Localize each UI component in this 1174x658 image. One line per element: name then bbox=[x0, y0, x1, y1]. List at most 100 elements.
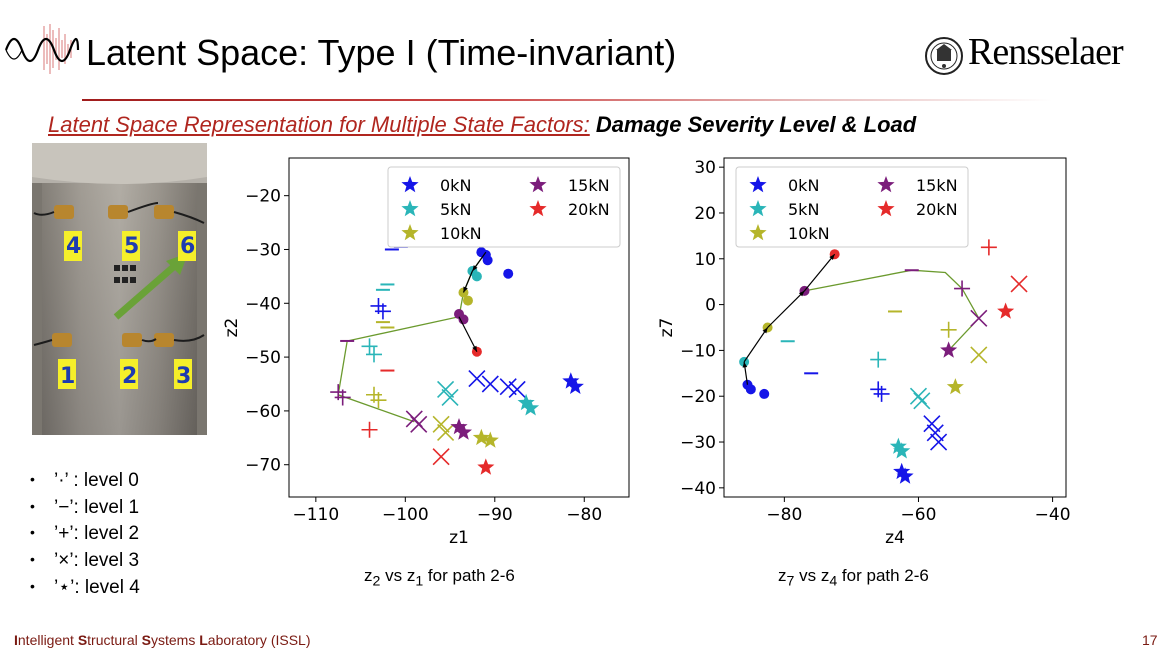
y-tick-label: −70 bbox=[245, 456, 281, 476]
data-point-15kn bbox=[940, 341, 958, 358]
data-point-10kn bbox=[462, 295, 473, 306]
x-axis-label: z4 bbox=[885, 528, 905, 548]
sensor-label-6: 6 bbox=[180, 234, 195, 259]
level-legend-item: • ’+’: level 2 bbox=[30, 523, 140, 544]
y-tick-label: 0 bbox=[705, 296, 716, 316]
data-point-20kn bbox=[997, 302, 1015, 319]
data-point-5kn bbox=[909, 387, 928, 405]
data-point-5kn bbox=[893, 442, 911, 459]
subtitle-lead: Latent Space Representation for Multiple… bbox=[48, 112, 590, 137]
data-point-5kn bbox=[913, 392, 931, 410]
institution-seal-icon bbox=[925, 37, 963, 75]
y-tick-label: −30 bbox=[245, 240, 281, 260]
chart-legend: 0kN 15kN 5kN 20kN 10kN bbox=[387, 166, 621, 248]
y-axis-label: z7 bbox=[657, 318, 677, 338]
scatter-plot-z7-vs-z4: −80 −60 −40 30 20 10 0 −10 −20 −30 −40 z4 z7 0kN 15kN 5… bbox=[657, 157, 1071, 548]
institution-logo: Rensselaer bbox=[968, 31, 1124, 73]
title-divider bbox=[82, 99, 1052, 101]
scatter-plot-z2-vs-z1: −110 −100 −90 −80 −20 −30 −40 −50 −60 −70 z1 z2 0kN 1… bbox=[222, 157, 630, 548]
data-point-15kn bbox=[458, 314, 469, 325]
caption-left: z2 vs z1 for path 2-6 bbox=[364, 566, 515, 590]
legend-star-icon bbox=[877, 176, 895, 193]
legend-label: 0kN bbox=[440, 176, 471, 195]
data-point-0kn bbox=[566, 377, 584, 394]
level-legend-item: • ’×’: level 3 bbox=[30, 549, 140, 571]
trajectory-arrow bbox=[458, 316, 478, 352]
legend-star-icon bbox=[749, 176, 767, 193]
y-tick-label: −10 bbox=[680, 341, 716, 361]
slide-title: Latent Space: Type I (Time-invariant) bbox=[86, 32, 677, 73]
page-number: 17 bbox=[1142, 632, 1158, 648]
data-point-20kn bbox=[477, 458, 495, 475]
legend-star-icon bbox=[529, 176, 547, 193]
data-point-0kn bbox=[745, 384, 756, 395]
data-point-20kn bbox=[361, 421, 378, 438]
data-point-0kn bbox=[508, 380, 526, 398]
data-point-0kn bbox=[923, 415, 941, 433]
y-tick-label: 10 bbox=[694, 250, 716, 270]
arrow-head bbox=[463, 286, 468, 293]
arrow-head bbox=[742, 361, 748, 368]
data-point-0kn bbox=[870, 381, 887, 398]
y-tick-label: −40 bbox=[680, 479, 716, 499]
data-point-0kn bbox=[896, 467, 914, 484]
data-point-5kn bbox=[471, 271, 482, 282]
level-legend-item: • ’·’ : level 0 bbox=[30, 470, 139, 491]
data-point-10kn bbox=[940, 321, 957, 338]
legend-star-icon bbox=[749, 200, 767, 217]
data-point-5kn bbox=[517, 393, 535, 411]
data-point-10kn bbox=[946, 378, 964, 395]
data-point-0kn bbox=[562, 372, 580, 389]
sensor-label-5: 5 bbox=[124, 234, 139, 259]
legend-star-icon bbox=[877, 200, 895, 217]
caption-right: z7 vs z4 for path 2-6 bbox=[778, 566, 929, 590]
trajectory-path bbox=[337, 251, 487, 423]
x-tick-label: −110 bbox=[292, 505, 339, 525]
data-point-5kn bbox=[437, 380, 455, 398]
data-point-0kn bbox=[759, 388, 770, 399]
y-axis-label: z2 bbox=[222, 318, 242, 338]
chart-legend: 0kN 15kN 5kN 20kN 10kN bbox=[735, 166, 969, 248]
y-tick-label: −40 bbox=[245, 294, 281, 314]
data-point-10kn bbox=[437, 423, 455, 441]
data-point-0kn bbox=[481, 375, 499, 393]
arrow-head bbox=[829, 254, 835, 260]
trajectory-arrow bbox=[804, 253, 836, 292]
legend-star-icon bbox=[401, 200, 419, 217]
legend-label: 20kN bbox=[916, 200, 958, 219]
arrow-head bbox=[798, 290, 805, 297]
data-point-5kn bbox=[441, 388, 459, 407]
y-tick-label: −50 bbox=[245, 348, 281, 368]
plot-frame bbox=[288, 157, 630, 498]
slide-subtitle: Latent Space Representation for Multiple… bbox=[48, 112, 916, 138]
data-point-10kn bbox=[970, 346, 988, 364]
x-tick-label: −80 bbox=[766, 505, 802, 525]
legend-label: 0kN bbox=[788, 176, 819, 195]
data-point-0kn bbox=[503, 268, 514, 279]
x-tick-label: −100 bbox=[382, 505, 429, 525]
y-tick-label: 30 bbox=[694, 158, 716, 178]
data-point-5kn bbox=[361, 338, 378, 355]
sensor-plate-photo: 4 5 6 1 2 3 bbox=[32, 143, 207, 435]
sensor-label-1: 1 bbox=[60, 364, 75, 389]
legend-label: 5kN bbox=[788, 200, 819, 219]
x-tick-label: −60 bbox=[901, 505, 937, 525]
data-point-20kn bbox=[980, 239, 997, 256]
y-tick-label: 20 bbox=[694, 204, 716, 224]
legend-box bbox=[735, 166, 969, 248]
sensor-label-3: 3 bbox=[176, 364, 191, 389]
data-point-0kn bbox=[374, 303, 391, 320]
data-point-20kn bbox=[1010, 275, 1028, 293]
data-point-10kn bbox=[481, 431, 499, 448]
legend-star-icon bbox=[749, 224, 767, 241]
legend-star-icon bbox=[401, 224, 419, 241]
data-point-15kn bbox=[454, 423, 472, 440]
arrow-head bbox=[762, 327, 768, 334]
data-point-15kn bbox=[450, 418, 468, 435]
data-point-0kn bbox=[926, 424, 944, 442]
arrow-head bbox=[472, 345, 477, 352]
legend-label: 15kN bbox=[568, 176, 610, 195]
legend-label: 5kN bbox=[440, 200, 471, 219]
trajectory-arrow bbox=[743, 327, 769, 363]
